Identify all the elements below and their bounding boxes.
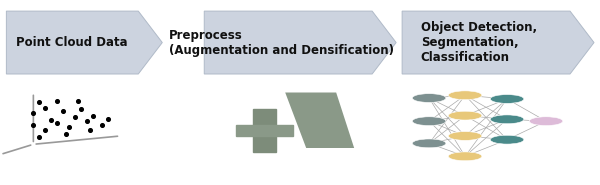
Point <box>53 122 62 125</box>
Ellipse shape <box>412 139 446 148</box>
Point <box>89 114 98 117</box>
Ellipse shape <box>448 132 482 140</box>
Point <box>53 99 62 102</box>
Ellipse shape <box>412 94 446 102</box>
Point <box>65 125 74 128</box>
Text: Object Detection,
Segmentation,
Classification: Object Detection, Segmentation, Classifi… <box>421 21 537 64</box>
Text: Point Cloud Data: Point Cloud Data <box>16 36 128 49</box>
Point <box>62 133 71 136</box>
Polygon shape <box>204 11 396 74</box>
Point <box>35 135 44 138</box>
Point <box>83 120 92 123</box>
Point <box>59 110 68 112</box>
Point <box>47 119 56 122</box>
Point <box>77 108 86 111</box>
Point <box>74 99 83 102</box>
Ellipse shape <box>448 152 482 161</box>
Ellipse shape <box>490 115 524 124</box>
Bar <box>253 109 275 152</box>
Bar <box>236 125 293 136</box>
Ellipse shape <box>448 111 482 120</box>
Polygon shape <box>285 92 354 148</box>
Point <box>29 111 38 114</box>
Point <box>104 118 113 121</box>
Ellipse shape <box>412 117 446 126</box>
Point <box>29 123 38 126</box>
Ellipse shape <box>448 91 482 100</box>
Ellipse shape <box>529 117 563 126</box>
Point <box>35 100 44 103</box>
Point <box>86 129 95 132</box>
Point <box>41 129 50 132</box>
Text: Preprocess
(Augmentation and Densification): Preprocess (Augmentation and Densificati… <box>169 28 394 57</box>
Ellipse shape <box>490 135 524 144</box>
Point <box>41 107 50 110</box>
Ellipse shape <box>490 95 524 103</box>
Polygon shape <box>7 11 162 74</box>
Polygon shape <box>402 11 594 74</box>
Point <box>98 123 107 126</box>
Point <box>71 115 80 118</box>
